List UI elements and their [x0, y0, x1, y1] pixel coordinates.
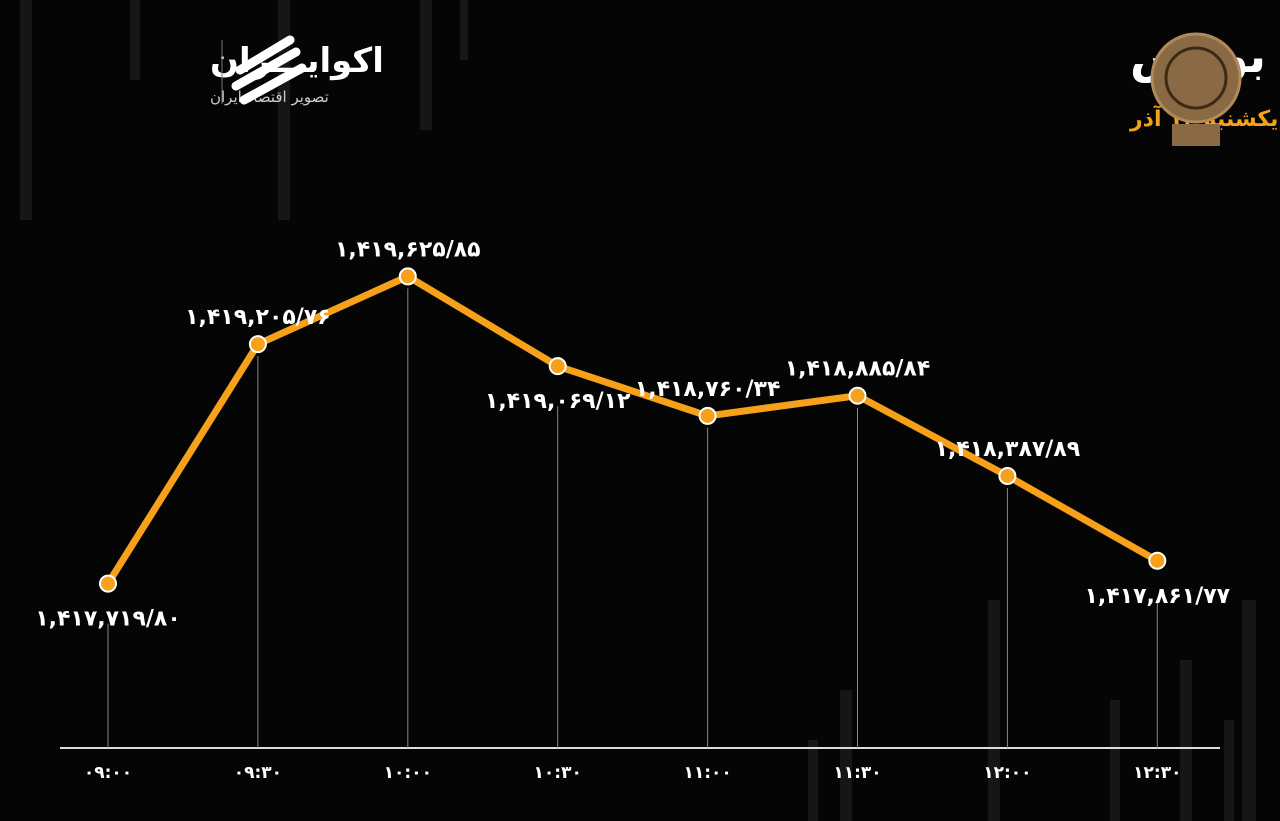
x-tick-label: ۱۲:۳۰ [1133, 763, 1181, 783]
background-decoration [20, 0, 1256, 821]
emblem [1150, 32, 1242, 146]
data-label: ۱,۴۱۸,۸۸۵/۸۴ [785, 357, 931, 382]
data-point [1148, 551, 1167, 570]
data-label: ۱,۴۱۷,۸۶۱/۷۷ [1084, 584, 1230, 609]
series-line [105, 272, 1160, 586]
data-point [998, 466, 1017, 485]
x-tick-label: ۰۹:۳۰ [234, 763, 282, 783]
x-tick-label: ۰۹:۰۰ [84, 763, 132, 783]
x-tick-label: ۱۱:۰۰ [683, 763, 731, 783]
x-tick-label: ۱۰:۳۰ [534, 763, 582, 783]
data-label: ۱,۴۱۹,۶۲۵/۸۵ [335, 237, 481, 262]
brand-tagline: تصویر اقتصاد ایران [210, 88, 329, 106]
data-point [398, 267, 417, 286]
data-label: ۱,۴۱۷,۷۱۹/۸۰ [35, 607, 181, 632]
x-tick-label: ۱۲:۰۰ [983, 763, 1031, 783]
data-point [248, 335, 267, 354]
data-label: ۱,۴۱۸,۷۶۰/۳۴ [635, 377, 781, 402]
x-tick-label: ۱۰:۰۰ [384, 763, 432, 783]
data-label: ۱,۴۱۸,۳۸۷/۸۹ [935, 437, 1081, 462]
data-point [698, 406, 717, 425]
brand-logo: اکوایـــران تصویر اقتصاد ایران [210, 35, 384, 106]
data-point [99, 574, 117, 593]
data-point [548, 357, 567, 376]
x-tick-label: ۱۱:۳۰ [833, 763, 881, 783]
data-label: ۱,۴۱۹,۲۰۵/۷۶ [185, 305, 331, 330]
data-label: ۱,۴۱۹,۰۶۹/۱۲ [485, 389, 631, 414]
data-point [848, 386, 867, 405]
